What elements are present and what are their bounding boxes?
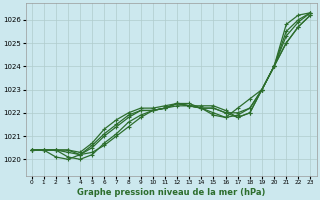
X-axis label: Graphe pression niveau de la mer (hPa): Graphe pression niveau de la mer (hPa) bbox=[77, 188, 265, 197]
